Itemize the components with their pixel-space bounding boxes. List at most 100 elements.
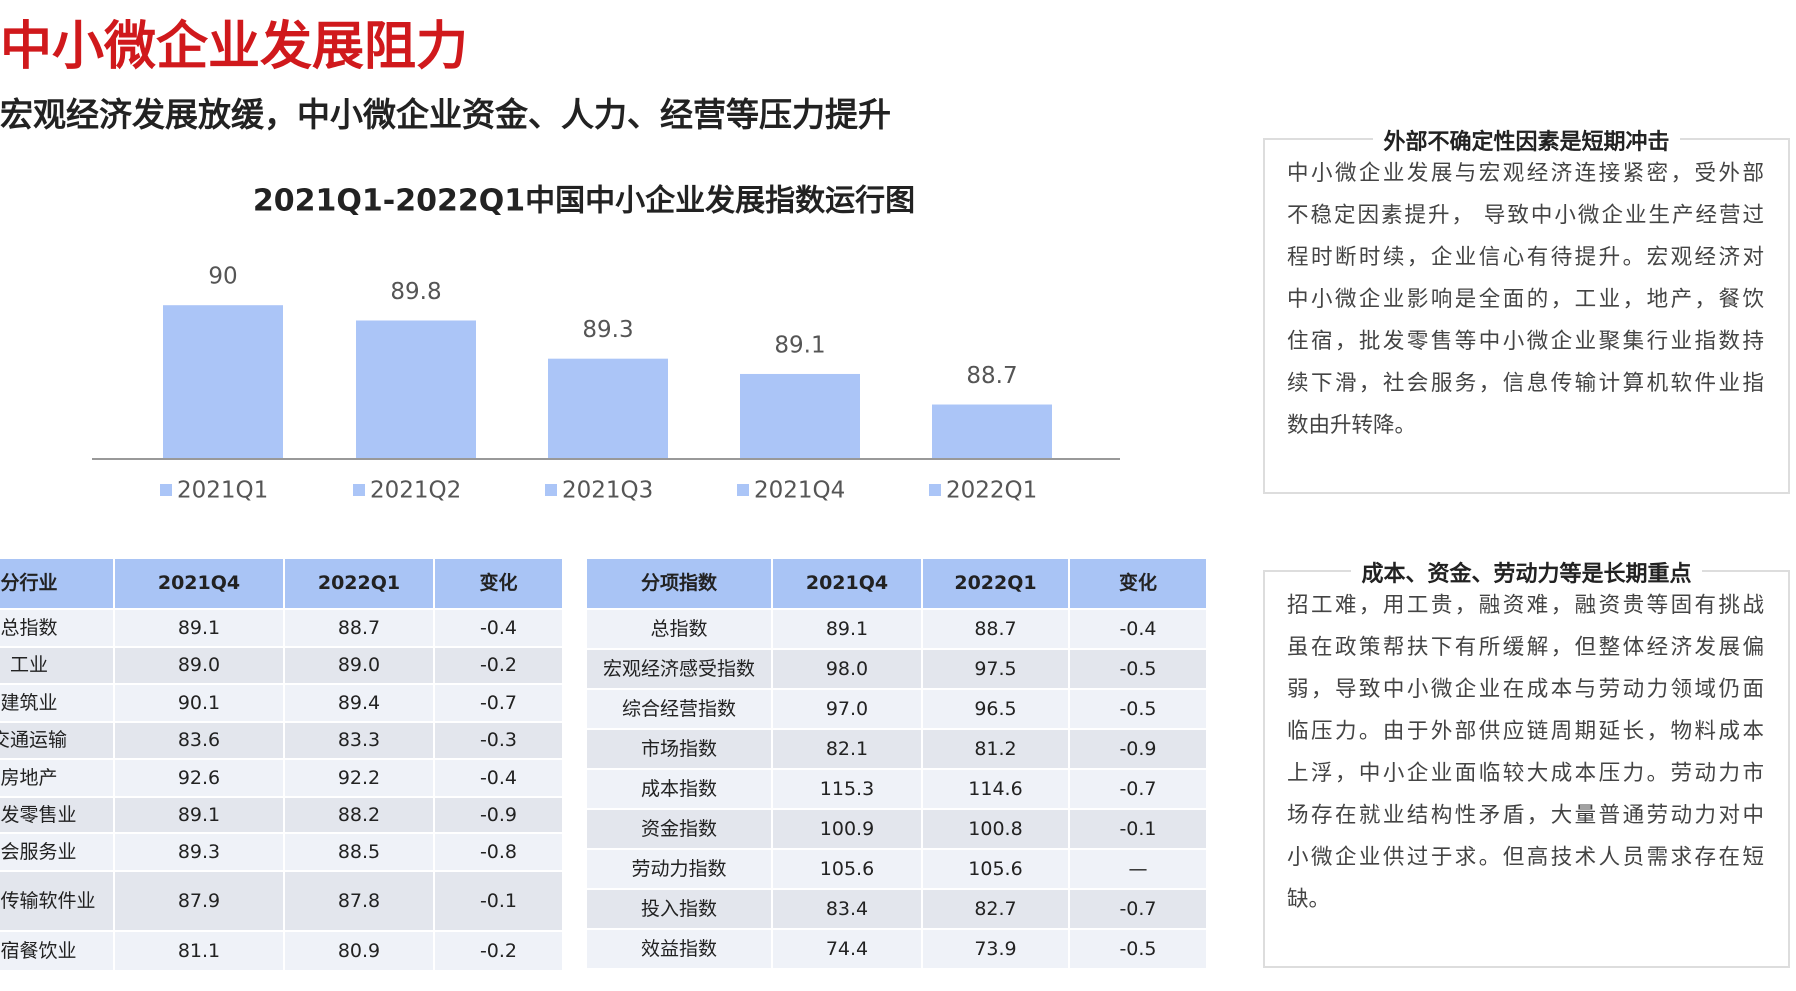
table-cell: -0.2 bbox=[435, 932, 564, 972]
table-cell: -0.9 bbox=[435, 798, 564, 834]
x-tick-label: 2021Q1 bbox=[177, 478, 268, 504]
table-cell: 88.7 bbox=[285, 610, 435, 648]
table-cell: 92.2 bbox=[285, 760, 435, 798]
table-cell: -0.5 bbox=[1070, 930, 1208, 970]
text-line: 场存在就业结构性矛盾，大量普通劳动力对中 bbox=[1287, 803, 1764, 828]
text-box: 外部不确定性因素是短期冲击 中小微企业发展与宏观经济连接紧密，受外部 不稳定因素提升… bbox=[1263, 130, 1790, 494]
text-line: 虽在政策帮扶下有所缓解，但整体经济发展偏 bbox=[1287, 635, 1764, 660]
x-tick-label: 2022Q1 bbox=[946, 478, 1037, 504]
table-cell: -0.7 bbox=[1070, 770, 1208, 810]
table-header: 变化 bbox=[435, 559, 564, 610]
legend-swatch bbox=[545, 484, 557, 496]
table-cell: 100.9 bbox=[773, 810, 923, 850]
table-cell: 工业 bbox=[0, 648, 115, 685]
table-cell: -0.9 bbox=[1070, 730, 1208, 770]
table-cell: -0.2 bbox=[435, 648, 564, 685]
text-line: 弱，导致中小微企业在成本与劳动力领域仍面 bbox=[1287, 677, 1764, 702]
table-cell: 宏观经济感受指数 bbox=[587, 650, 773, 690]
table-cell: 总指数 bbox=[0, 610, 115, 648]
text-line: 招工难，用工贵，融资难，融资贵等固有挑战 bbox=[1287, 593, 1764, 618]
text-line: 缺。 bbox=[1287, 887, 1331, 912]
table-cell: -0.7 bbox=[435, 685, 564, 723]
table-header: 2021Q4 bbox=[115, 559, 285, 610]
table-cell: 建筑业 bbox=[0, 685, 115, 723]
table-cell: -0.5 bbox=[1070, 650, 1208, 690]
table-header: 2021Q4 bbox=[773, 559, 923, 610]
table-cell: 105.6 bbox=[923, 850, 1070, 890]
table-cell: 96.5 bbox=[923, 690, 1070, 730]
table-cell: 信息传输软件业 bbox=[0, 872, 115, 932]
table-cell: 89.3 bbox=[115, 834, 285, 872]
table-header: 2022Q1 bbox=[923, 559, 1070, 610]
text-line: 上浮，中小企业面临较大成本压力。劳动力市 bbox=[1287, 761, 1764, 786]
box-title: 成本、资金、劳动力等是长期重点 bbox=[1351, 562, 1702, 587]
table-cell: -0.4 bbox=[435, 610, 564, 648]
table-cell: 87.8 bbox=[285, 872, 435, 932]
table-cell: 资金指数 bbox=[587, 810, 773, 850]
text-line: 数由升转降。 bbox=[1287, 413, 1417, 438]
table-cell: -0.4 bbox=[435, 760, 564, 798]
legend-swatch bbox=[160, 484, 172, 496]
table-cell: 社会服务业 bbox=[0, 834, 115, 872]
table-cell: 82.7 bbox=[923, 890, 1070, 930]
table-cell: -0.3 bbox=[435, 723, 564, 760]
table-cell: 投入指数 bbox=[587, 890, 773, 930]
table-cell: 92.6 bbox=[115, 760, 285, 798]
box-title-wrap: 成本、资金、劳动力等是长期重点 bbox=[1265, 556, 1788, 588]
table-cell: 105.6 bbox=[773, 850, 923, 890]
table-cell: 88.7 bbox=[923, 610, 1070, 650]
table-cell: 89.0 bbox=[115, 648, 285, 685]
table-cell: 房地产 bbox=[0, 760, 115, 798]
table-cell: 89.0 bbox=[285, 648, 435, 685]
table-cell: -0.7 bbox=[1070, 890, 1208, 930]
page-title: 中小微企业发展阻力 bbox=[0, 17, 469, 77]
table-cell: 89.1 bbox=[115, 798, 285, 834]
text-line: 中小微企业发展与宏观经济连接紧密，受外部 bbox=[1287, 161, 1764, 186]
table-cell: 交通运输 bbox=[0, 723, 115, 760]
bar bbox=[932, 404, 1052, 458]
data-label: 89.3 bbox=[582, 317, 633, 343]
text-line: 住宿，批发零售等中小微企业聚集行业指数持 bbox=[1287, 329, 1764, 354]
table-cell: 90.1 bbox=[115, 685, 285, 723]
table-cell: 80.9 bbox=[285, 932, 435, 972]
table-header: 变化 bbox=[1070, 559, 1208, 610]
table-cell: 98.0 bbox=[773, 650, 923, 690]
table-cell: 114.6 bbox=[923, 770, 1070, 810]
legend-swatch bbox=[737, 484, 749, 496]
data-label: 89.1 bbox=[774, 332, 825, 358]
table-cell: 83.3 bbox=[285, 723, 435, 760]
page-subtitle: 宏观经济发展放缓，中小微企业资金、人力、经营等压力提升 bbox=[0, 95, 891, 134]
table-cell: 效益指数 bbox=[587, 930, 773, 970]
text-line: 续下滑，社会服务，信息传输计算机软件业指 bbox=[1287, 371, 1764, 396]
table-cell: 97.5 bbox=[923, 650, 1070, 690]
table-cell: -0.1 bbox=[1070, 810, 1208, 850]
table-cell: 88.2 bbox=[285, 798, 435, 834]
table-cell: 83.6 bbox=[115, 723, 285, 760]
table-cell: 批发零售业 bbox=[0, 798, 115, 834]
table-cell: -0.8 bbox=[435, 834, 564, 872]
table-cell: -0.1 bbox=[435, 872, 564, 932]
bar bbox=[356, 320, 476, 458]
table-cell: 综合经营指数 bbox=[587, 690, 773, 730]
x-tick-label: 2021Q3 bbox=[562, 478, 653, 504]
table-cell: 89.1 bbox=[115, 610, 285, 648]
data-label: 88.7 bbox=[966, 363, 1017, 389]
table-cell: 115.3 bbox=[773, 770, 923, 810]
table-cell: 74.4 bbox=[773, 930, 923, 970]
table-cell: 总指数 bbox=[587, 610, 773, 650]
legend-swatch bbox=[929, 484, 941, 496]
table-cell: 89.4 bbox=[285, 685, 435, 723]
box-body: 招工难，用工贵，融资难，融资贵等固有挑战 虽在政策帮扶下有所缓解，但整体经济发展偏… bbox=[1287, 585, 1764, 921]
table-cell: -0.4 bbox=[1070, 610, 1208, 650]
text-line: 不稳定因素提升， 导致中小微企业生产经营过 bbox=[1287, 203, 1764, 228]
bar bbox=[740, 373, 860, 458]
table-header: 分行业 bbox=[0, 559, 115, 610]
table-cell: 88.5 bbox=[285, 834, 435, 872]
text-line: 程时断时续，企业信心有待提升。宏观经济对 bbox=[1287, 245, 1764, 270]
bar bbox=[548, 358, 668, 458]
table-cell: 成本指数 bbox=[587, 770, 773, 810]
table-cell: 住宿餐饮业 bbox=[0, 932, 115, 972]
text-box: 成本、资金、劳动力等是长期重点 招工难，用工贵，融资难，融资贵等固有挑战 虽在政策帮… bbox=[1263, 562, 1790, 968]
text-line: 中小微企业影响是全面的，工业，地产，餐饮 bbox=[1287, 287, 1764, 312]
